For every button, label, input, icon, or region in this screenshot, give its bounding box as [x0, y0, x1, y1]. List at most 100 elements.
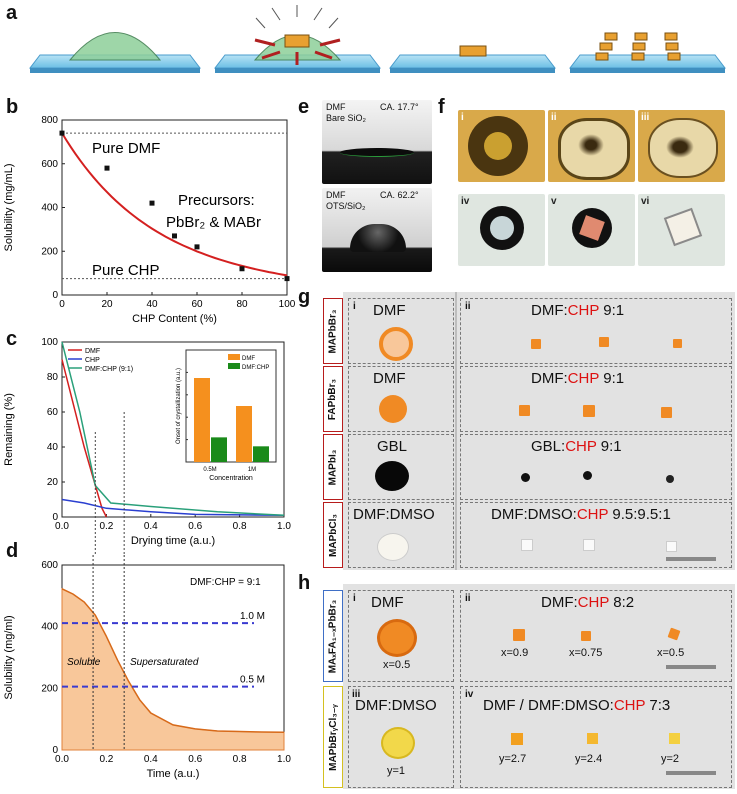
b-xtick-label: 40	[146, 299, 158, 310]
b-xtick-label: 80	[236, 299, 248, 310]
g-row4-left: DMF:DMSO	[348, 502, 454, 568]
d-concentration-label: 1.0 M	[240, 611, 265, 622]
c-ytick-label: 40	[47, 442, 59, 453]
crystal	[666, 475, 674, 483]
compound-label-mapbbrcl: MAPbBrᵧCl₃₋ᵧ	[323, 686, 343, 788]
h-row1-solvent: DMF	[371, 594, 404, 611]
c-legend-label: CHP	[85, 357, 100, 364]
b-xtick-label: 60	[191, 299, 203, 310]
panel-c-chart: 0.0 0.2 0.4 0.6 0.8 1.0 0 20 40 60 80 100 Drying tim…	[3, 337, 291, 555]
compound-label-mapbi3: MAPbI₃	[323, 434, 343, 500]
g-row2-mixture: DMF:CHP 9:1	[531, 370, 625, 387]
crystal-blob	[375, 461, 409, 491]
micrograph-iii: iii	[638, 110, 725, 182]
d-ytick-label: 600	[41, 560, 58, 571]
crystal	[583, 405, 595, 417]
d-supersaturated-label: Supersaturated	[130, 657, 199, 668]
crystal	[519, 405, 530, 416]
h-row1-val-2: x=0.75	[569, 647, 603, 659]
ca-bottom-angle: CA. 62.2°	[380, 190, 419, 200]
crystal	[583, 539, 595, 551]
compound-label-mafa: MAₓFA₁₋ₓPbBr₃	[323, 590, 343, 682]
d-ratio-label: DMF:CHP = 9:1	[190, 577, 261, 588]
ca-top-substrate: Bare SiO₂	[326, 113, 367, 123]
photo-vi: vi	[638, 194, 725, 266]
d-xtick-label: 0.0	[55, 754, 69, 765]
crystal-blob	[377, 619, 417, 657]
label-f-iv: iv	[461, 196, 470, 207]
h-row2-val-3: y=2	[661, 753, 680, 765]
panel-label-e: e	[298, 96, 310, 118]
g-row4-right: DMF:DMSO:CHP 9.5:9.5:1	[460, 502, 732, 568]
g-row3-solvent: GBL	[377, 438, 408, 455]
label-h-iv: iv	[465, 689, 474, 700]
h-row2-val-2: y=2.4	[575, 753, 603, 765]
b-ylabel: Solubility (mg/mL)	[3, 163, 15, 251]
panel-b-chart: 0 20 40 60 80 100 0 200 400 600 800 CHP Content (%)…	[3, 115, 296, 325]
g-row2-left: DMF	[348, 366, 454, 432]
b-data-point	[104, 165, 110, 171]
scale-bar	[666, 771, 716, 775]
panel-label-g: g	[298, 286, 311, 308]
c-series-line	[61, 498, 285, 517]
c-xtick-label: 0.4	[144, 521, 158, 532]
micrograph-i: i	[458, 110, 545, 182]
substrate-evaporation	[213, 5, 382, 73]
b-xtick-label: 100	[279, 299, 296, 310]
c-inset-xlabel: Concentration	[209, 475, 253, 482]
c-legend-label: DMF	[85, 348, 100, 355]
h-row2-solvent: DMF:DMSO	[355, 697, 437, 714]
contact-angle-bare: DMF CA. 17.7° Bare SiO₂	[322, 100, 432, 184]
label-g-ii: ii	[465, 301, 471, 312]
label-f-ii: ii	[551, 112, 557, 123]
b-data-point	[239, 266, 245, 272]
g-row3-mixture: GBL:CHP 9:1	[531, 438, 622, 455]
g-row2-right: DMF:CHP 9:1	[460, 366, 732, 432]
photo-iv: iv	[458, 194, 545, 266]
d-xtick-label: 1.0	[277, 754, 291, 765]
label-f-i: i	[461, 112, 464, 123]
g-row1-right: ii DMF:CHP 9:1	[460, 298, 732, 364]
crystal	[661, 407, 672, 418]
panel-label-f: f	[438, 96, 445, 118]
h-row1-val-3: x=0.5	[657, 647, 685, 659]
b-ytick-label: 800	[41, 115, 58, 126]
d-xtick-label: 0.6	[188, 754, 202, 765]
h-row1-left: i DMF x=0.5	[348, 590, 454, 682]
c-inset-legend-swatch	[228, 354, 240, 360]
c-xtick-label: 0.8	[233, 521, 247, 532]
label-g-i: i	[353, 301, 356, 312]
c-inset-ylabel: Onset of crystallization (a.u.)	[176, 368, 182, 444]
c-ytick-label: 80	[47, 372, 59, 383]
c-inset-category: 1M	[248, 467, 256, 473]
c-inset-legend-label: DMF	[242, 356, 255, 362]
g-row3-right: GBL:CHP 9:1	[460, 434, 732, 500]
panel-a-schematic	[28, 5, 727, 73]
crystal	[669, 733, 680, 744]
d-concentration-label: 0.5 M	[240, 675, 265, 686]
h-row1-mixture: DMF:CHP 8:2	[541, 594, 635, 611]
h-row1-right: ii DMF:CHP 8:2 x=0.9 x=0.75 x=0.5	[460, 590, 732, 682]
substrate-single-crystal	[388, 45, 557, 73]
scale-bar	[666, 557, 716, 561]
c-ylabel: Remaining (%)	[3, 393, 15, 466]
c-inset-bar	[236, 406, 252, 462]
scale-bar	[666, 665, 716, 669]
c-xtick-label: 1.0	[277, 521, 291, 532]
b-data-point	[59, 130, 65, 136]
c-ytick-label: 60	[47, 407, 59, 418]
c-inset-bar	[211, 437, 227, 462]
label-f-v: v	[551, 196, 557, 207]
ca-bottom-solvent: DMF	[326, 190, 346, 200]
label-h-ii: ii	[465, 593, 471, 604]
compound-label-mapbcl3: MAPbCl₃	[323, 502, 343, 568]
b-xtick-label: 20	[101, 299, 113, 310]
g-row1-solvent: DMF	[373, 302, 406, 319]
b-annotation-precursor-salts: PbBr₂ & MABr	[166, 214, 261, 231]
h-row2-left-value: y=1	[387, 765, 406, 777]
b-fit-curve	[61, 132, 288, 277]
crystal-blob	[381, 727, 415, 759]
c-inset-legend-label: DMF:CHP	[242, 365, 269, 371]
c-frame	[61, 341, 285, 518]
crystal	[587, 733, 598, 744]
